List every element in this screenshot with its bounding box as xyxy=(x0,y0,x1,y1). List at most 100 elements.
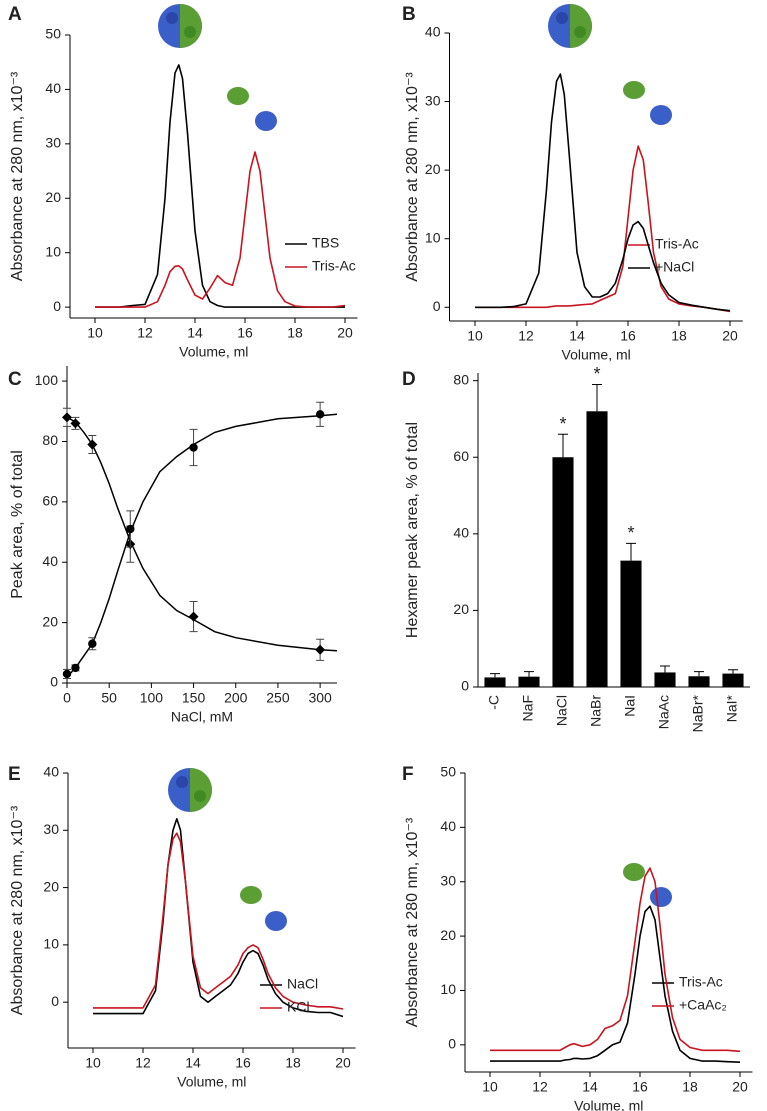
y-tick-label: 40 xyxy=(43,764,59,780)
data-line xyxy=(95,64,345,308)
y-tick-label: 10 xyxy=(440,981,456,997)
y-tick-label: 0 xyxy=(448,1036,456,1052)
x-axis-label: Volume, ml xyxy=(179,344,248,360)
legend-label: TBS xyxy=(312,235,339,251)
dimer-icon xyxy=(623,863,672,907)
y-tick-label: 50 xyxy=(440,764,456,780)
data-line xyxy=(93,832,344,1010)
x-tick-label: 20 xyxy=(722,328,738,344)
y-tick-label: 0 xyxy=(461,678,469,694)
x-tick-label: -C xyxy=(486,695,502,710)
bar xyxy=(552,457,574,687)
panel-label: C xyxy=(8,369,22,390)
panel: B Absorbance at 280 nm, x10⁻³ 0 10 20 30 40 10 1… xyxy=(402,4,743,363)
x-tick-label: NaCl xyxy=(554,695,570,726)
error-bar xyxy=(490,673,500,678)
significance-mark: * xyxy=(559,414,566,434)
error-bar xyxy=(592,383,602,412)
panel: F Absorbance at 280 nm, x10⁻³ 0 10 20 30 40 50 1… xyxy=(402,764,753,1111)
y-tick-label: 60 xyxy=(453,448,469,464)
bar xyxy=(586,411,608,687)
x-tick-label: 18 xyxy=(285,1055,301,1071)
x-tick-label: 300 xyxy=(308,690,332,706)
y-tick-label: 0 xyxy=(51,993,59,1009)
y-tick-label: 60 xyxy=(42,493,58,509)
x-tick-label: 0 xyxy=(63,690,71,706)
significance-mark: * xyxy=(593,364,600,384)
x-tick-label: 10 xyxy=(482,1079,498,1095)
y-tick-label: 30 xyxy=(43,821,59,837)
y-tick-label: 40 xyxy=(453,525,469,541)
x-tick-label: 12 xyxy=(532,1079,548,1095)
x-tick-label: 100 xyxy=(140,690,164,706)
y-tick-label: 20 xyxy=(42,613,58,629)
x-axis-label: Volume, ml xyxy=(177,1074,246,1090)
data-point xyxy=(62,669,72,679)
legend-label: Tris-Ac xyxy=(312,258,356,274)
x-tick-label: 16 xyxy=(237,325,253,341)
bar xyxy=(518,676,540,687)
data-point xyxy=(189,443,198,452)
panel-label: D xyxy=(402,369,416,390)
x-axis-label: NaCl, mM xyxy=(171,709,233,725)
error-bar xyxy=(694,671,704,677)
bar xyxy=(722,673,744,687)
y-tick-label: 20 xyxy=(45,189,61,205)
error-bar xyxy=(660,665,670,673)
dimer-icon xyxy=(240,886,287,931)
data-line xyxy=(95,151,346,308)
bar xyxy=(688,676,710,687)
x-tick-label: 14 xyxy=(187,325,203,341)
y-axis-label: Peak area, % of total xyxy=(9,450,26,599)
y-axis-label: Absorbance at 280 nm, x10⁻³ xyxy=(9,71,26,281)
data-point xyxy=(87,439,98,450)
x-tick-label: 12 xyxy=(135,1055,151,1071)
y-axis-label: Absorbance at 280 nm, x10⁻³ xyxy=(404,72,421,282)
y-tick-label: 30 xyxy=(440,872,456,888)
dimer-icon xyxy=(623,81,672,125)
data-point xyxy=(188,611,199,622)
y-tick-label: 20 xyxy=(453,601,469,617)
x-tick-label: NaI* xyxy=(724,694,740,722)
bar xyxy=(484,677,506,687)
data-point xyxy=(71,663,80,673)
data-point xyxy=(62,412,72,423)
y-tick-label: 40 xyxy=(425,24,441,40)
legend-label: Tris-Ac xyxy=(679,974,723,990)
data-line xyxy=(475,145,731,313)
x-tick-label: 14 xyxy=(582,1079,598,1095)
data-line xyxy=(475,73,731,312)
x-tick-label: 10 xyxy=(87,325,103,341)
legend-label: +CaAc₂ xyxy=(679,997,727,1013)
x-tick-label: NaI xyxy=(622,695,638,717)
x-tick-label: 20 xyxy=(335,1055,351,1071)
x-axis-label: Volume, ml xyxy=(562,347,631,363)
hexamer-icon xyxy=(158,4,202,48)
significance-mark: * xyxy=(627,523,634,543)
x-tick-label: 14 xyxy=(569,328,585,344)
legend-label: NaCl xyxy=(287,976,318,992)
error-bar xyxy=(728,669,738,674)
x-tick-label: 20 xyxy=(337,325,353,341)
y-tick-label: 40 xyxy=(45,80,61,96)
fit-curve xyxy=(66,413,338,678)
data-line xyxy=(490,867,741,1053)
panel-label: F xyxy=(402,764,414,785)
y-tick-label: 80 xyxy=(42,432,58,448)
panel-label: A xyxy=(8,4,22,25)
y-tick-label: 40 xyxy=(42,553,58,569)
y-tick-label: 20 xyxy=(425,161,441,177)
data-point xyxy=(315,410,325,419)
x-tick-label: 18 xyxy=(287,325,303,341)
x-tick-label: 20 xyxy=(732,1079,748,1095)
data-point xyxy=(88,639,97,648)
panel-label: E xyxy=(8,764,21,785)
legend-label: Tris-Ac xyxy=(655,236,699,252)
panel: D Hexamer peak area, % of total 0 20 40 60 80 -… xyxy=(402,364,750,732)
error-bar xyxy=(524,671,534,677)
y-tick-label: 50 xyxy=(45,26,61,42)
y-tick-label: 0 xyxy=(433,298,441,314)
x-tick-label: NaAc xyxy=(656,695,672,729)
y-tick-label: 10 xyxy=(45,243,61,259)
